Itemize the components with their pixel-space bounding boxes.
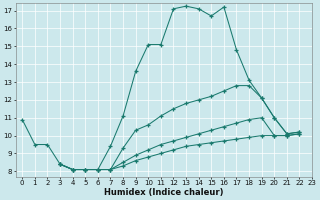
X-axis label: Humidex (Indice chaleur): Humidex (Indice chaleur) bbox=[104, 188, 224, 197]
